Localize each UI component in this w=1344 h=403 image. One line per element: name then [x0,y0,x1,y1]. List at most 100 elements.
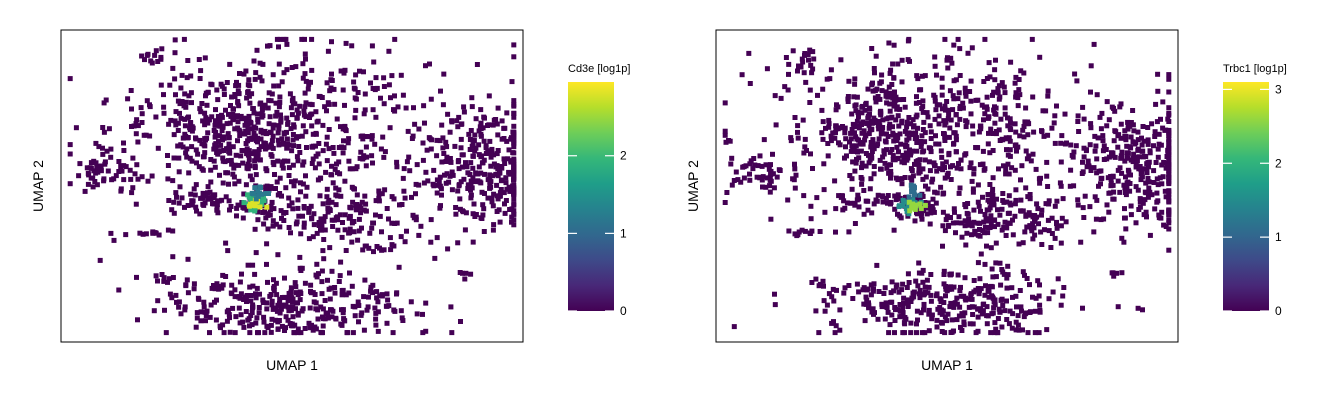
cell-point [988,330,994,336]
cell-point [908,299,914,304]
cell-point [959,234,965,240]
cell-point [170,178,176,184]
cell-point [335,227,341,233]
cell-point [757,153,763,159]
cell-point [995,86,1001,92]
cell-point [1135,187,1141,193]
cell-point [1144,166,1150,172]
cell-point [510,183,516,189]
cell-point [222,159,228,165]
cell-point [1022,272,1027,278]
cell-point [489,146,495,152]
cell-point [234,79,239,85]
cell-point [914,308,920,314]
cell-point [297,265,303,271]
cell-point [799,227,805,233]
cell-point [863,133,869,139]
cell-point [1122,215,1127,221]
cell-point [450,172,456,178]
cell-point [875,141,881,147]
cell-point [392,221,398,226]
cell-point [185,135,191,140]
umap-panel-trbc1: UMAP 1 UMAP 2 Trbc1 [log1p] 0 1 2 3 [655,0,1327,403]
cell-point [386,216,391,222]
cell-point [971,171,977,177]
cell-point [1142,197,1148,203]
cell-point [1110,196,1116,202]
cell-point [292,330,297,336]
cell-point [925,114,931,120]
cell-point [983,283,988,289]
cell-point [1127,188,1133,194]
cell-point [1082,193,1088,199]
cell-point [353,166,359,172]
cell-point [420,157,426,163]
cell-point [292,101,298,107]
cell-point [472,179,478,185]
cell-point [421,103,427,109]
cell-point [145,51,151,57]
cell-point [1019,163,1025,169]
cell-point [1122,158,1128,164]
cell-point [895,61,901,67]
cell-point [1091,229,1097,235]
cell-point [171,199,177,205]
cell-point [184,115,190,121]
cell-point [906,199,912,205]
cell-point [889,312,895,318]
cell-point [439,159,445,165]
cell-point [990,274,996,280]
cell-point [957,116,963,122]
cell-point [997,309,1003,315]
cell-point [311,211,317,217]
cell-point [1049,125,1055,131]
cell-point [132,171,138,177]
cell-point [1112,154,1118,160]
cell-point [384,320,390,326]
cell-point [874,198,880,204]
cell-point [929,316,935,322]
cell-point [181,103,187,109]
cell-point [277,99,283,105]
cell-point [441,151,447,156]
cell-point [992,320,998,326]
cell-point [958,324,963,330]
cell-point [265,325,271,330]
cell-point [423,63,428,69]
cell-point [329,71,334,77]
cell-point [289,98,295,104]
cell-point [920,279,926,285]
cell-point [1058,302,1064,308]
cell-point [1166,156,1172,162]
cell-point [176,200,182,206]
cell-point [208,167,214,173]
cell-point [494,121,500,127]
cell-point [1166,76,1172,82]
cell-point [941,281,947,287]
cell-point [1068,167,1074,173]
cell-point [245,90,251,95]
cell-point [392,93,397,99]
cell-point [1075,119,1081,124]
cell-point [928,145,934,151]
cell-point [940,161,946,167]
cell-point [1014,148,1019,154]
cell-point [212,134,218,140]
cell-point [294,135,299,141]
cell-point [286,142,292,148]
cell-point [940,209,946,215]
cell-point [247,323,252,329]
cell-point [246,113,252,119]
cell-point [947,88,953,94]
cell-point [1154,176,1160,182]
cell-point [309,161,315,166]
cell-point [824,302,830,308]
cell-point [326,127,332,132]
cell-point [266,121,272,127]
cell-point [250,304,256,310]
cell-point [942,330,948,336]
cell-point [338,193,344,199]
cell-point [875,123,881,129]
cell-point [313,300,319,306]
cell-point [962,310,968,316]
